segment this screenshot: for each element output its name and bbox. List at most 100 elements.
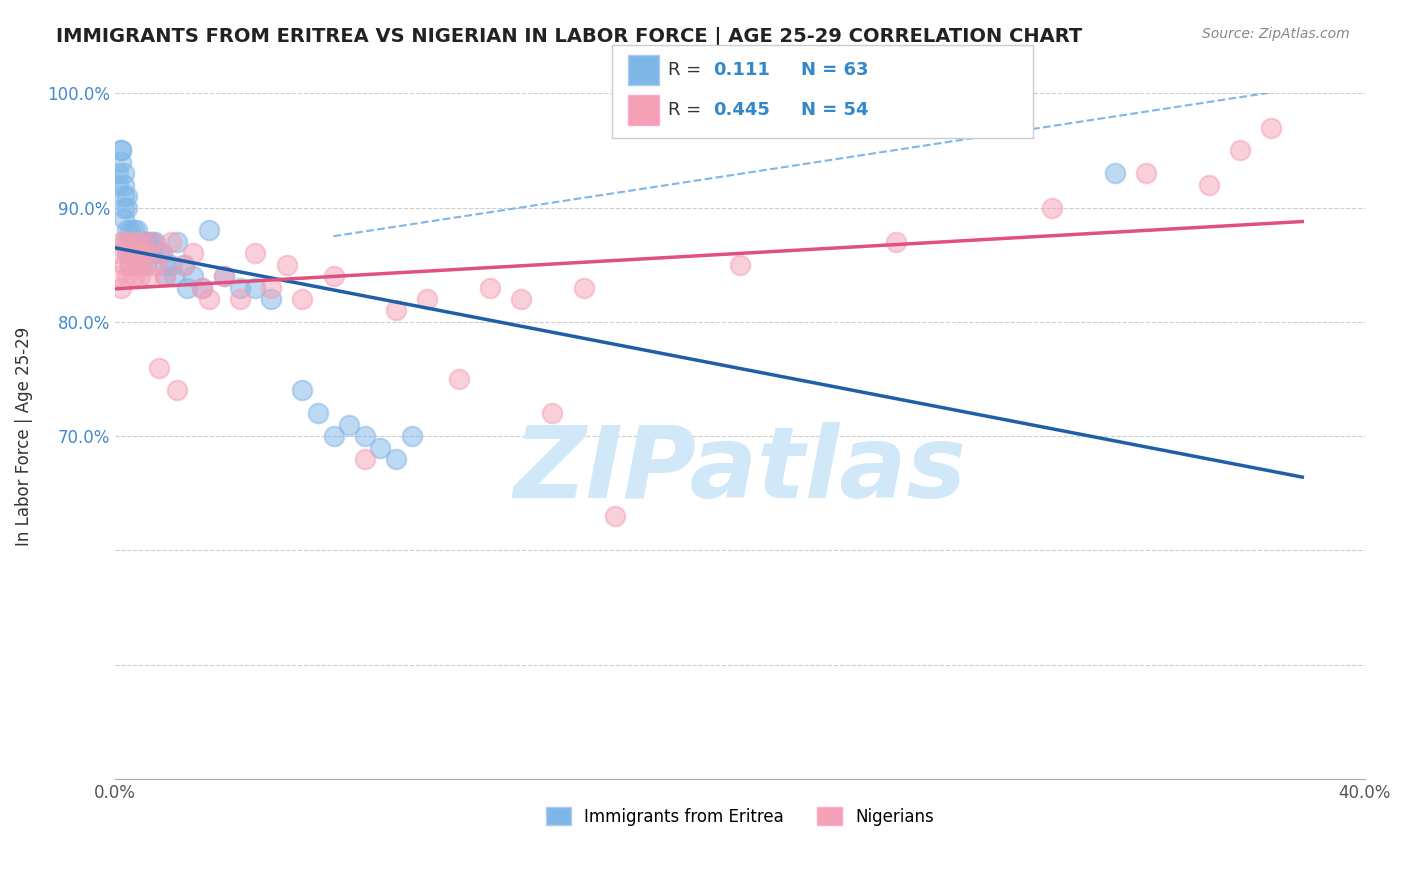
Point: [153, 269, 176, 284]
Text: IMMIGRANTS FROM ERITREA VS NIGERIAN IN LABOR FORCE | AGE 25-29 CORRELATION CHART: IMMIGRANTS FROM ERITREA VS NIGERIAN IN L…: [56, 27, 1083, 46]
Point: [1135, 166, 1157, 180]
Point: [385, 452, 408, 467]
Point: [135, 258, 157, 272]
Point: [153, 269, 176, 284]
Point: [120, 258, 142, 272]
Point: [128, 235, 150, 249]
Point: [173, 258, 195, 272]
Point: [478, 280, 501, 294]
Text: Source: ZipAtlas.com: Source: ZipAtlas.com: [1202, 27, 1350, 41]
Text: R =: R =: [668, 101, 702, 119]
Point: [229, 292, 252, 306]
Point: [122, 246, 145, 260]
Point: [135, 246, 157, 260]
Point: [122, 269, 145, 284]
Point: [353, 452, 375, 467]
Point: [541, 406, 564, 420]
Point: [117, 201, 139, 215]
Point: [110, 280, 132, 294]
Point: [132, 235, 155, 249]
Point: [245, 280, 267, 294]
Point: [135, 246, 157, 260]
Point: [128, 246, 150, 260]
Point: [117, 246, 139, 260]
Point: [150, 246, 173, 260]
Point: [166, 235, 188, 249]
Point: [728, 258, 751, 272]
Point: [260, 292, 283, 306]
Point: [122, 223, 145, 237]
Point: [135, 235, 157, 249]
Legend: Immigrants from Eritrea, Nigerians: Immigrants from Eritrea, Nigerians: [538, 801, 941, 832]
Point: [110, 155, 132, 169]
Point: [191, 280, 214, 294]
Point: [112, 235, 135, 249]
Point: [120, 246, 142, 260]
Point: [416, 292, 439, 306]
Point: [260, 280, 283, 294]
Point: [117, 246, 139, 260]
Point: [107, 178, 129, 192]
Point: [173, 258, 195, 272]
Point: [112, 178, 135, 192]
Point: [176, 280, 198, 294]
Text: 0.111: 0.111: [713, 61, 769, 78]
Point: [322, 269, 344, 284]
Point: [181, 246, 204, 260]
Point: [112, 258, 135, 272]
Point: [128, 258, 150, 272]
Point: [1104, 166, 1126, 180]
Point: [138, 246, 160, 260]
Point: [132, 246, 155, 260]
Text: 0.445: 0.445: [713, 101, 769, 119]
Point: [181, 269, 204, 284]
Point: [191, 280, 214, 294]
Y-axis label: In Labor Force | Age 25-29: In Labor Force | Age 25-29: [15, 326, 32, 546]
Point: [141, 235, 163, 249]
Point: [117, 235, 139, 249]
Point: [212, 269, 235, 284]
Point: [107, 269, 129, 284]
Point: [112, 201, 135, 215]
Point: [107, 166, 129, 180]
Point: [125, 223, 148, 237]
Point: [322, 429, 344, 443]
Point: [150, 246, 173, 260]
Point: [112, 166, 135, 180]
Point: [197, 223, 219, 237]
Point: [401, 429, 423, 443]
Point: [125, 235, 148, 249]
Point: [122, 246, 145, 260]
Point: [884, 235, 907, 249]
Point: [120, 223, 142, 237]
Point: [122, 235, 145, 249]
Point: [370, 441, 392, 455]
Point: [572, 280, 595, 294]
Point: [128, 246, 150, 260]
Point: [353, 429, 375, 443]
Point: [245, 246, 267, 260]
Point: [112, 189, 135, 203]
Point: [160, 235, 183, 249]
Point: [307, 406, 329, 420]
Point: [120, 258, 142, 272]
Point: [107, 246, 129, 260]
Text: N = 54: N = 54: [801, 101, 869, 119]
Point: [153, 258, 176, 272]
Point: [291, 384, 314, 398]
Point: [138, 235, 160, 249]
Point: [148, 360, 170, 375]
Point: [510, 292, 533, 306]
Point: [112, 212, 135, 227]
Point: [125, 246, 148, 260]
Point: [120, 235, 142, 249]
Point: [1229, 144, 1251, 158]
Point: [110, 144, 132, 158]
Point: [603, 509, 626, 524]
Text: R =: R =: [668, 61, 702, 78]
Point: [138, 269, 160, 284]
Point: [197, 292, 219, 306]
Point: [163, 269, 186, 284]
Point: [120, 235, 142, 249]
Point: [125, 258, 148, 272]
